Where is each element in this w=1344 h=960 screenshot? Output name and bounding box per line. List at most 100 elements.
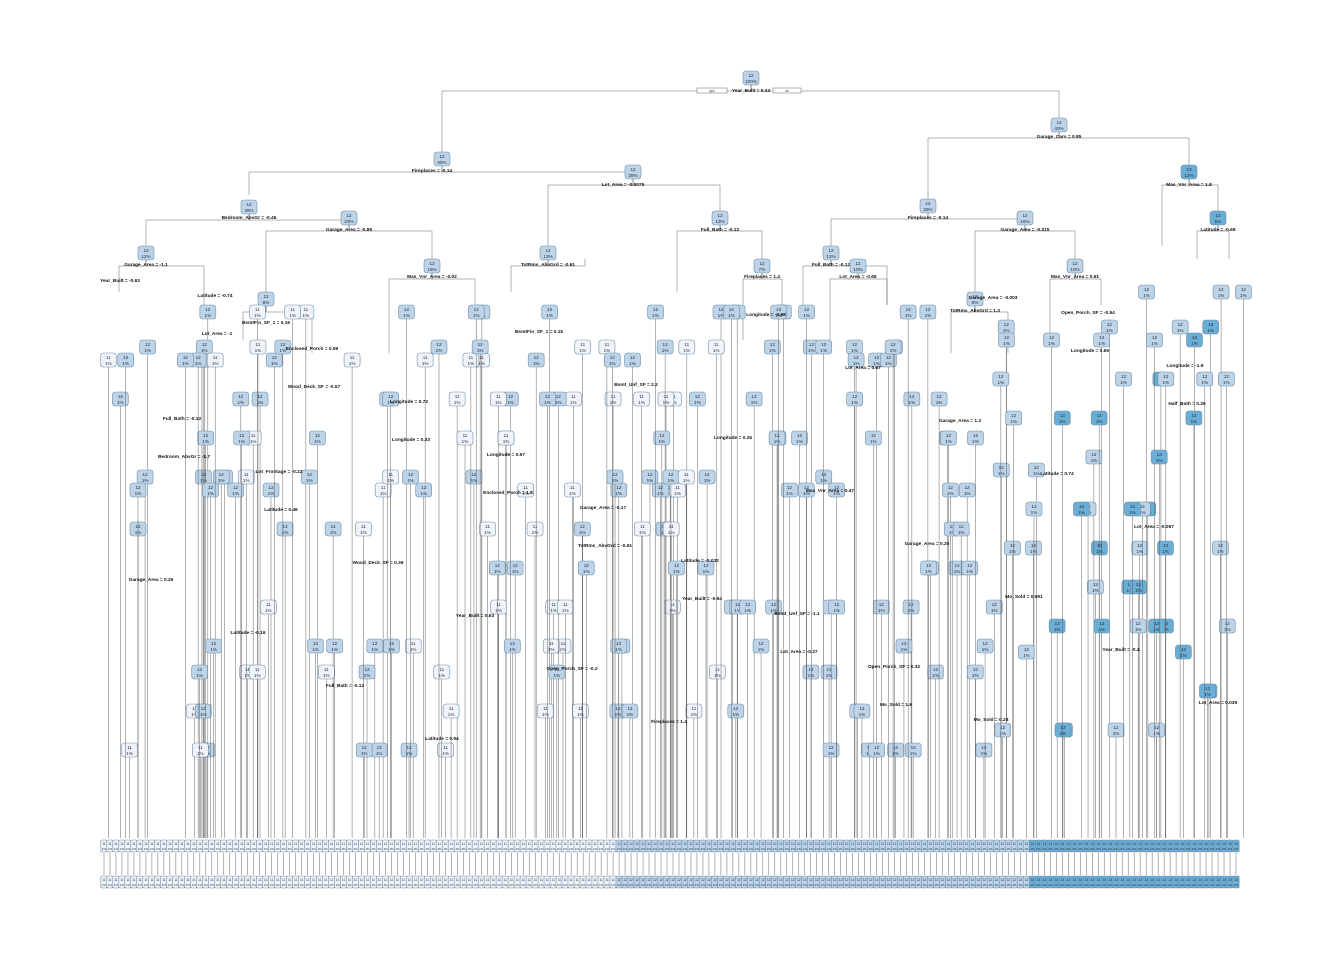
leaf-percent: 1% [647,847,652,851]
node-percent: 1% [998,471,1005,476]
leaf-node: 111% [322,839,330,853]
node-value: 12 [776,307,782,312]
leaf-node: 131% [1142,875,1150,889]
leaf-node: 111% [280,875,288,889]
node-value: 12 [183,355,189,360]
node-percent: 1% [1177,328,1184,333]
leaf-node: 131% [1100,875,1108,889]
split-condition: Garage_Area = -0.003 [969,295,1018,301]
leaf-value: 11 [522,842,526,846]
leaf-percent: 1% [797,847,802,851]
node-box [1235,284,1252,300]
node-value: 11 [496,394,501,399]
leaf-percent: 1% [317,883,322,887]
leaf-value: 12 [785,878,789,882]
node-percent: 1% [786,491,793,496]
branch-node: 111% [678,339,696,355]
node-value: 11 [388,472,393,477]
leaf-percent: 1% [449,883,454,887]
leaf-box [1232,839,1240,853]
leaf-percent: 1% [156,847,161,851]
node-value: 11 [463,433,468,438]
node-value: 12 [973,667,979,672]
leaf-value: 12 [761,842,765,846]
leaf-value: 11 [324,878,328,882]
leaf-value: 12 [731,842,735,846]
leaf-node: 121% [633,839,641,853]
leaf-node: 131% [1106,875,1114,889]
split-condition: Longitude = 0.33 [392,437,430,443]
leaf-node: 121% [825,839,833,853]
node-percent: 1% [949,530,956,535]
node-box [727,703,745,719]
node-value: 12 [471,472,477,477]
leaf-node: 111% [471,839,479,853]
leaf-node: 131% [1028,839,1036,853]
leaf-percent: 1% [503,883,508,887]
leaf-node: 121% [962,875,970,889]
node-value: 12 [828,248,834,253]
leaf-value: 13 [1192,842,1196,846]
node-value: 12 [733,706,739,711]
leaf-node: 131% [1220,875,1228,889]
leaf-node: 121% [657,875,665,889]
leaf-value: 11 [222,842,226,846]
node-percent: 1% [1031,510,1038,515]
branch-node: 121% [1107,722,1125,738]
leaf-percent: 1% [144,883,149,887]
leaf-percent: 1% [569,847,574,851]
leaf-value: 13 [1210,878,1214,882]
leaf-value: 12 [953,842,957,846]
leaf-value: 13 [1031,842,1035,846]
leaf-node: 121% [789,839,797,853]
node-value: 12 [1136,621,1142,626]
leaf-value: 12 [911,842,915,846]
branch-node: 121% [177,352,194,368]
leaf-node: 121% [753,839,761,853]
leaf-value: 12 [785,842,789,846]
node-value: 12 [495,563,501,568]
split-condition: Garage_Area = -0.17 [580,505,627,511]
leaf-percent: 1% [611,883,616,887]
leaf-percent: 1% [282,883,287,887]
leaf-node: 111% [322,875,330,889]
leaf-value: 11 [605,878,609,882]
node-percent: 40% [1054,126,1063,131]
node-percent: 13% [715,219,724,224]
node-percent: 1% [349,361,356,366]
leaf-value: 12 [755,842,759,846]
node-percent: 1% [473,313,480,318]
leaf-percent: 1% [192,847,197,851]
leaf-node: 121% [861,875,869,889]
tree-edge [1161,179,1190,246]
branch-node: 121% [902,599,920,615]
tree-edge [431,273,476,305]
leaf-percent: 1% [635,847,640,851]
node-percent: 1% [555,400,562,405]
node-value: 12 [1137,543,1143,548]
node-percent: 1% [509,647,516,652]
leaf-percent: 1% [641,847,646,851]
branch-node: 111% [526,521,544,537]
leaf-value: 11 [120,842,124,846]
branch-node: 121% [465,469,483,485]
leaf-value: 11 [611,842,615,846]
branch-node: 121% [847,352,865,368]
node-box [442,703,460,719]
leaf-node: 121% [741,839,749,853]
leaf-value: 13 [1049,878,1053,882]
leaf-node: 121% [879,839,887,853]
leaf-value: 11 [372,842,376,846]
node-percent: 1% [769,348,776,353]
split-condition: Full_Bath = -0.12 [701,227,740,233]
node-box [541,304,558,320]
node-value: 12 [735,602,741,607]
leaf-percent: 1% [1096,847,1101,851]
leaf-node: 121% [711,839,719,853]
leaf-node: 111% [387,839,395,853]
leaf-value: 12 [677,878,681,882]
branch-node: 121% [471,339,489,355]
leaf-percent: 1% [222,847,227,851]
leaf-percent: 1% [701,883,706,887]
split-condition: Bedroom_AbvGr = -0.46 [222,215,277,221]
